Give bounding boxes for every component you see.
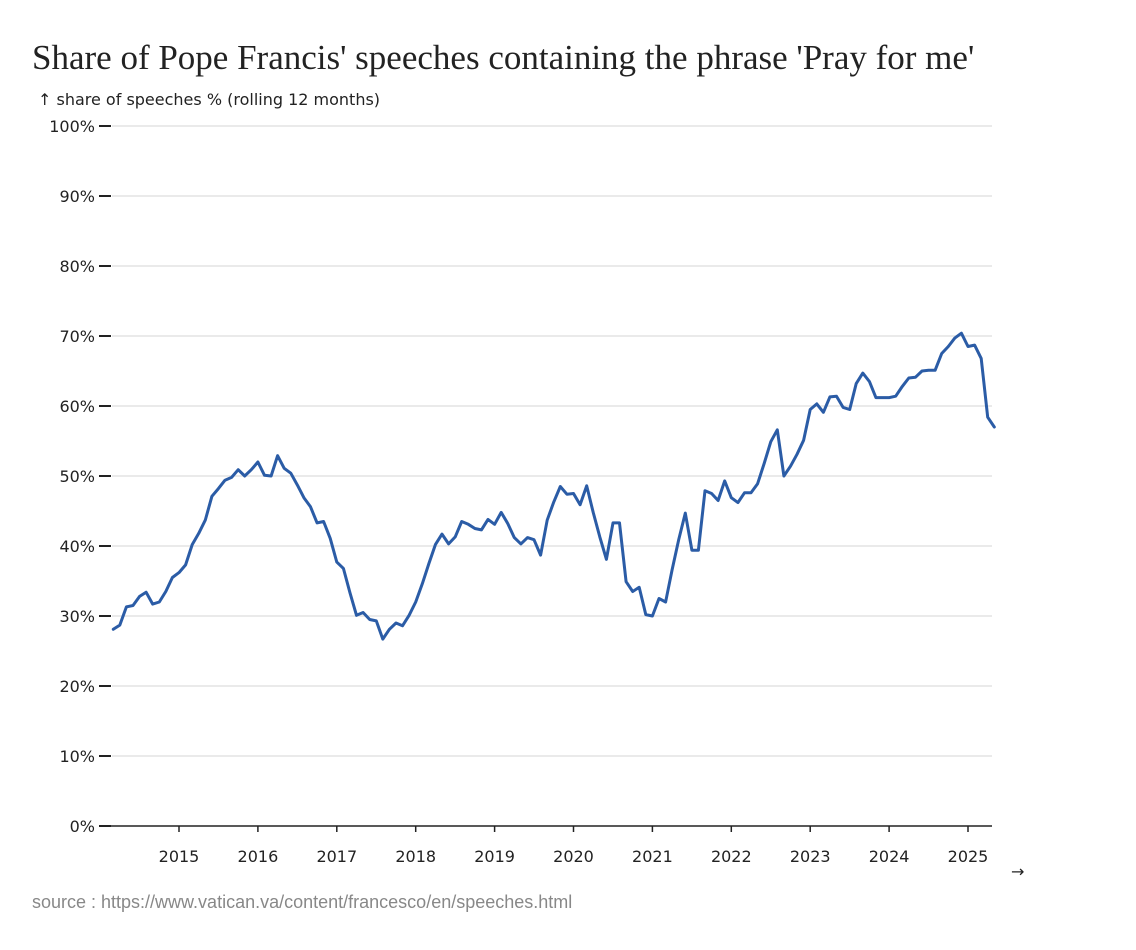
x-tick-label: 2018 bbox=[395, 847, 436, 866]
x-tick-label: 2020 bbox=[553, 847, 594, 866]
y-tick-label: 50% bbox=[59, 467, 95, 486]
x-tick-label: 2024 bbox=[869, 847, 910, 866]
chart-title: Share of Pope Francis' speeches containi… bbox=[32, 38, 975, 77]
x-tick-label: 2022 bbox=[711, 847, 752, 866]
x-tick-label: 2019 bbox=[474, 847, 515, 866]
x-tick-label: 2025 bbox=[948, 847, 989, 866]
x-tick-label: 2016 bbox=[238, 847, 279, 866]
y-tick-label: 90% bbox=[59, 187, 95, 206]
y-tick-label: 40% bbox=[59, 537, 95, 556]
x-tick-label: 2023 bbox=[790, 847, 831, 866]
series-line bbox=[111, 331, 996, 641]
source-note: source : https://www.vatican.va/content/… bbox=[32, 892, 573, 912]
y-axis-label: ↑ share of speeches % (rolling 12 months… bbox=[38, 90, 381, 109]
y-tick-label: 60% bbox=[59, 397, 95, 416]
x-tick-label: 2015 bbox=[159, 847, 200, 866]
y-tick-label: 10% bbox=[59, 747, 95, 766]
x-tick-label: 2021 bbox=[632, 847, 673, 866]
y-tick-label: 100% bbox=[49, 117, 95, 136]
x-axis-arrow: → bbox=[1011, 862, 1025, 881]
y-tick-label: 30% bbox=[59, 607, 95, 626]
y-tick-label: 80% bbox=[59, 257, 95, 276]
y-tick-label: 0% bbox=[70, 817, 95, 836]
y-tick-label: 20% bbox=[59, 677, 95, 696]
y-tick-label: 70% bbox=[59, 327, 95, 346]
x-tick-label: 2017 bbox=[316, 847, 357, 866]
